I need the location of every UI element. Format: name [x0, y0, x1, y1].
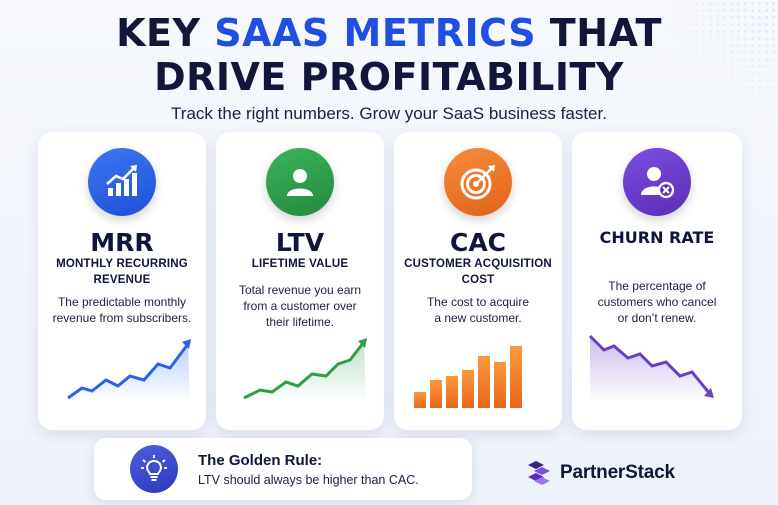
metric-description-line-2: from a customer over	[243, 299, 357, 313]
card-churn-rate: CHURN RATE The percentage of customers w…	[572, 132, 742, 430]
decorative-dot-pattern	[658, 0, 778, 110]
target-icon	[444, 148, 512, 216]
metric-name: CAC	[449, 228, 507, 257]
metric-name: LTV	[275, 228, 325, 257]
churn-trend-chart	[588, 334, 714, 402]
metric-description-line-3: or don’t renew.	[617, 311, 697, 325]
card-mrr: MRR MONTHLY RECURRING REVENUE The predic…	[38, 132, 206, 430]
golden-rule-title: The Golden Rule:	[198, 452, 323, 469]
metric-name: CHURN RATE	[599, 228, 715, 247]
metric-full-name-line-2: REVENUE	[93, 274, 151, 286]
metric-full-name-line-2: COST	[461, 274, 495, 286]
card-ltv: LTV LIFETIME VALUE Total revenue you ear…	[216, 132, 384, 430]
metric-description-line-3: their lifetime.	[265, 315, 335, 329]
partnerstack-name: PartnerStack	[560, 462, 675, 483]
lightbulb-icon	[130, 445, 178, 493]
metric-description-line-1: Total revenue you earn	[238, 283, 362, 297]
cac-bar-chart	[414, 346, 522, 408]
user-icon	[266, 148, 334, 216]
golden-rule-text: LTV should always be higher than CAC.	[198, 473, 419, 487]
page-title-line-2: DRIVE PROFITABILITY	[154, 55, 624, 99]
partnerstack-brand: PartnerStack	[528, 459, 675, 487]
metric-description-line-2: a new customer.	[434, 311, 522, 325]
metric-description-line-2: revenue from subscribers.	[52, 311, 192, 325]
growth-chart-icon	[88, 148, 156, 216]
metric-full-name-line-1: LIFETIME VALUE	[251, 258, 349, 270]
partnerstack-logo-icon	[528, 461, 550, 485]
page-title-line-1: KEY SAAS METRICS THAT	[116, 11, 662, 55]
metric-description-line-1: The percentage of	[608, 279, 706, 293]
metric-full-name-line-1: MONTHLY RECURRING	[56, 258, 188, 270]
metric-name: MRR	[90, 228, 154, 257]
user-remove-icon	[623, 148, 691, 216]
metric-full-name-line-1: CUSTOMER ACQUISITION	[404, 258, 552, 270]
ltv-trend-chart	[243, 338, 367, 402]
golden-rule-box: The Golden Rule: LTV should always be hi…	[94, 438, 472, 500]
title-accent: SAAS METRICS	[214, 11, 537, 55]
metric-description-line-1: The predictable monthly	[57, 295, 187, 309]
metric-description-line-2: customers who cancel	[597, 295, 717, 309]
mrr-trend-chart	[67, 339, 191, 402]
card-cac: CAC CUSTOMER ACQUISITION COST The cost t…	[394, 132, 562, 430]
page-subtitle: Track the right numbers. Grow your SaaS …	[171, 104, 607, 123]
metric-description-line-1: The cost to acquire	[426, 295, 530, 309]
